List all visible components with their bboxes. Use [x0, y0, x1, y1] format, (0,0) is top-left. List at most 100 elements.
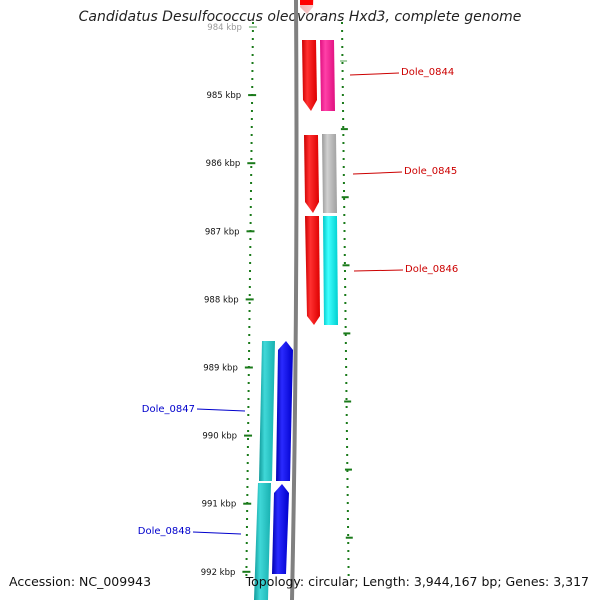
- ruler-dot-left: [247, 422, 250, 424]
- gene-dole-0846: [323, 216, 338, 325]
- ruler-dot-right: [342, 182, 345, 184]
- ruler-dot-left: [247, 374, 250, 376]
- ruler-dot-right: [345, 430, 348, 432]
- ruler-dot-right: [344, 318, 347, 320]
- tick-label: 985 kbp: [206, 91, 241, 101]
- gene-dole-0844: [320, 40, 335, 111]
- ruler-dot-right: [346, 454, 349, 456]
- ruler-dot-right: [342, 142, 345, 144]
- ruler-dot-left: [247, 390, 250, 392]
- gene-label: Dole_0845: [404, 166, 457, 177]
- ruler-dot-left: [245, 574, 248, 576]
- tick-label: 991 kbp: [202, 500, 237, 510]
- ruler-dot-left: [250, 174, 253, 176]
- ruler-dot-right: [346, 502, 349, 504]
- ruler-dot-left: [245, 550, 248, 552]
- ruler-dot-right: [347, 566, 350, 568]
- tick-mark-right: [343, 332, 351, 335]
- ruler-dot-left: [247, 406, 250, 408]
- ruler-dot-left: [251, 70, 254, 72]
- ruler-dot-left: [245, 558, 248, 560]
- ruler-dot-right: [343, 190, 346, 192]
- ruler-dot-left: [250, 182, 253, 184]
- ruler-dot-right: [344, 302, 347, 304]
- ruler-dot-left: [248, 310, 251, 312]
- ruler-dot-right: [345, 366, 348, 368]
- ruler-dot-left: [249, 190, 252, 192]
- ruler-dot-right: [341, 102, 344, 104]
- ruler-dot-left: [249, 222, 252, 224]
- gene-label: Dole_0846: [405, 264, 458, 275]
- ruler-dot-right: [346, 462, 349, 464]
- ruler-dot-right: [347, 542, 350, 544]
- axis-ticks: 984 kbp 985 kbp 986 kbp 987 kbp 988 kbp 989 k…: [201, 23, 353, 578]
- ruler-dots: [245, 22, 350, 576]
- tick-mark-left: [245, 298, 254, 301]
- ruler-dot-left: [247, 382, 250, 384]
- ruler-dot-right: [341, 54, 344, 56]
- ruler-dot-right: [343, 206, 346, 208]
- tick-mark-left: [247, 162, 256, 165]
- ruler-dot-left: [250, 110, 253, 112]
- ruler-dot-right: [347, 558, 350, 560]
- ruler-dot-left: [246, 446, 249, 448]
- ruler-dot-left: [248, 350, 251, 352]
- ruler-dot-left: [245, 534, 248, 536]
- ruler-dot-left: [246, 510, 249, 512]
- tick-mark-left: [244, 434, 253, 437]
- ruler-dot-right: [344, 278, 347, 280]
- ruler-dot-left: [251, 30, 254, 32]
- label-leader-line: [196, 408, 246, 412]
- ruler-dot-left: [250, 166, 253, 168]
- ruler-dot-left: [248, 318, 251, 320]
- ruler-dot-right: [343, 262, 346, 264]
- ruler-dot-right: [347, 526, 350, 528]
- ruler-dot-left: [245, 526, 248, 528]
- tick-mark-right: [344, 468, 352, 471]
- cds-dole-0846: [305, 216, 320, 325]
- ruler-dot-right: [346, 494, 349, 496]
- tick-mark-right: [340, 60, 348, 62]
- ruler-dot-left: [246, 518, 249, 520]
- ruler-dot-right: [343, 238, 346, 240]
- tick-mark-right: [344, 400, 352, 403]
- ruler-dot-right: [346, 518, 349, 520]
- ruler-dot-right: [341, 38, 344, 40]
- ruler-dot-right: [345, 398, 348, 400]
- ruler-dot-left: [248, 294, 251, 296]
- ruler-dot-left: [248, 334, 251, 336]
- ruler-dot-right: [342, 134, 345, 136]
- label-leader-line: [349, 72, 400, 76]
- ruler-dot-left: [245, 566, 248, 568]
- ruler-dot-right: [344, 286, 347, 288]
- ruler-dot-right: [346, 446, 349, 448]
- label-leader-line: [192, 531, 242, 535]
- ruler-dot-right: [343, 254, 346, 256]
- ruler-dot-left: [251, 38, 254, 40]
- ruler-dot-left: [251, 102, 254, 104]
- ruler-dot-right: [342, 174, 345, 176]
- ruler-dot-left: [249, 198, 252, 200]
- ruler-dot-right: [341, 70, 344, 72]
- gene-labels: Dole_0844 Dole_0845 Dole_0846 Dole_0847 Dole…: [138, 67, 458, 537]
- ruler-dot-left: [248, 278, 251, 280]
- tick-mark-right: [341, 196, 349, 199]
- ruler-dot-right: [345, 374, 348, 376]
- ruler-dot-left: [249, 214, 252, 216]
- ruler-dot-right: [341, 94, 344, 96]
- ruler-dot-right: [344, 334, 347, 336]
- ruler-dot-right: [343, 246, 346, 248]
- cds-dole-0844: [302, 40, 317, 111]
- ruler-dot-right: [341, 30, 344, 32]
- ruler-dot-right: [342, 158, 345, 160]
- ruler-dot-left: [246, 470, 249, 472]
- genome-backbone: [290, 0, 299, 600]
- ruler-dot-left: [247, 398, 250, 400]
- ruler-dot-left: [250, 134, 253, 136]
- ruler-dot-right: [345, 422, 348, 424]
- label-leader-line: [353, 269, 404, 272]
- ruler-dot-right: [342, 118, 345, 120]
- ruler-dot-left: [250, 118, 253, 120]
- ruler-dot-left: [247, 358, 250, 360]
